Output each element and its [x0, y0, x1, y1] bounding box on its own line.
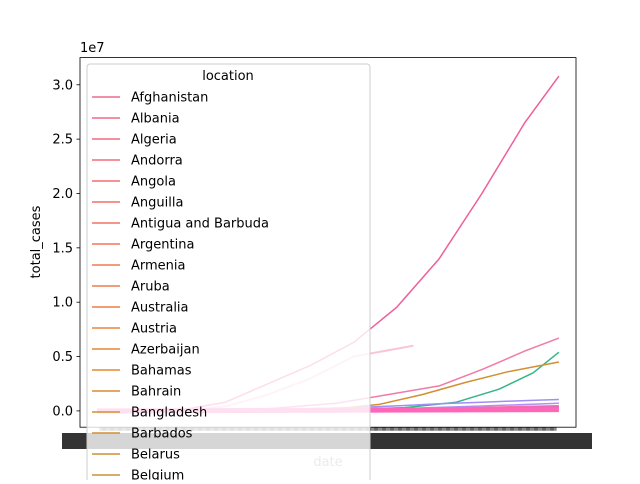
y-axis-ticks: 0.0 0.5 1.0 1.5 2.0 2.5 3.0 [52, 78, 80, 419]
legend-label: Bangladesh [131, 406, 207, 421]
legend-label: Australia [131, 301, 189, 316]
legend-label: Barbados [131, 427, 193, 442]
y-tick-label: 0.0 [52, 404, 73, 419]
legend-label: Anguilla [131, 196, 183, 211]
legend-label: Angola [131, 175, 176, 190]
legend-label: Antigua and Barbuda [131, 217, 269, 232]
legend-label: Albania [131, 112, 180, 127]
y-tick-label: 1.0 [52, 296, 73, 311]
legend-label: Belarus [131, 448, 180, 463]
legend-label: Austria [131, 322, 177, 337]
y-tick-label: 3.0 [52, 78, 73, 93]
y-tick-label: 2.0 [52, 187, 73, 202]
y-offset-label: 1e7 [80, 41, 105, 56]
y-tick-label: 0.5 [52, 350, 73, 365]
legend-label: Andorra [131, 154, 183, 169]
y-tick-label: 2.5 [52, 133, 73, 148]
legend-label: Bahamas [131, 364, 192, 379]
legend-label: Afghanistan [131, 91, 208, 106]
legend-label: Argentina [131, 238, 194, 253]
legend-title: location [202, 69, 254, 84]
legend-label: Azerbaijan [131, 343, 200, 358]
legend-label: Bahrain [131, 385, 181, 400]
y-axis-label: total_cases [29, 205, 44, 278]
legend-label: Armenia [131, 259, 186, 274]
y-tick-label: 1.5 [52, 241, 73, 256]
legend-box [86, 63, 371, 484]
legend: location Afghanistan Albania Algeria Andorr… [86, 63, 371, 484]
legend-label: Belgium [131, 469, 184, 481]
legend-label: Aruba [131, 280, 170, 295]
legend-label: Algeria [131, 133, 177, 148]
